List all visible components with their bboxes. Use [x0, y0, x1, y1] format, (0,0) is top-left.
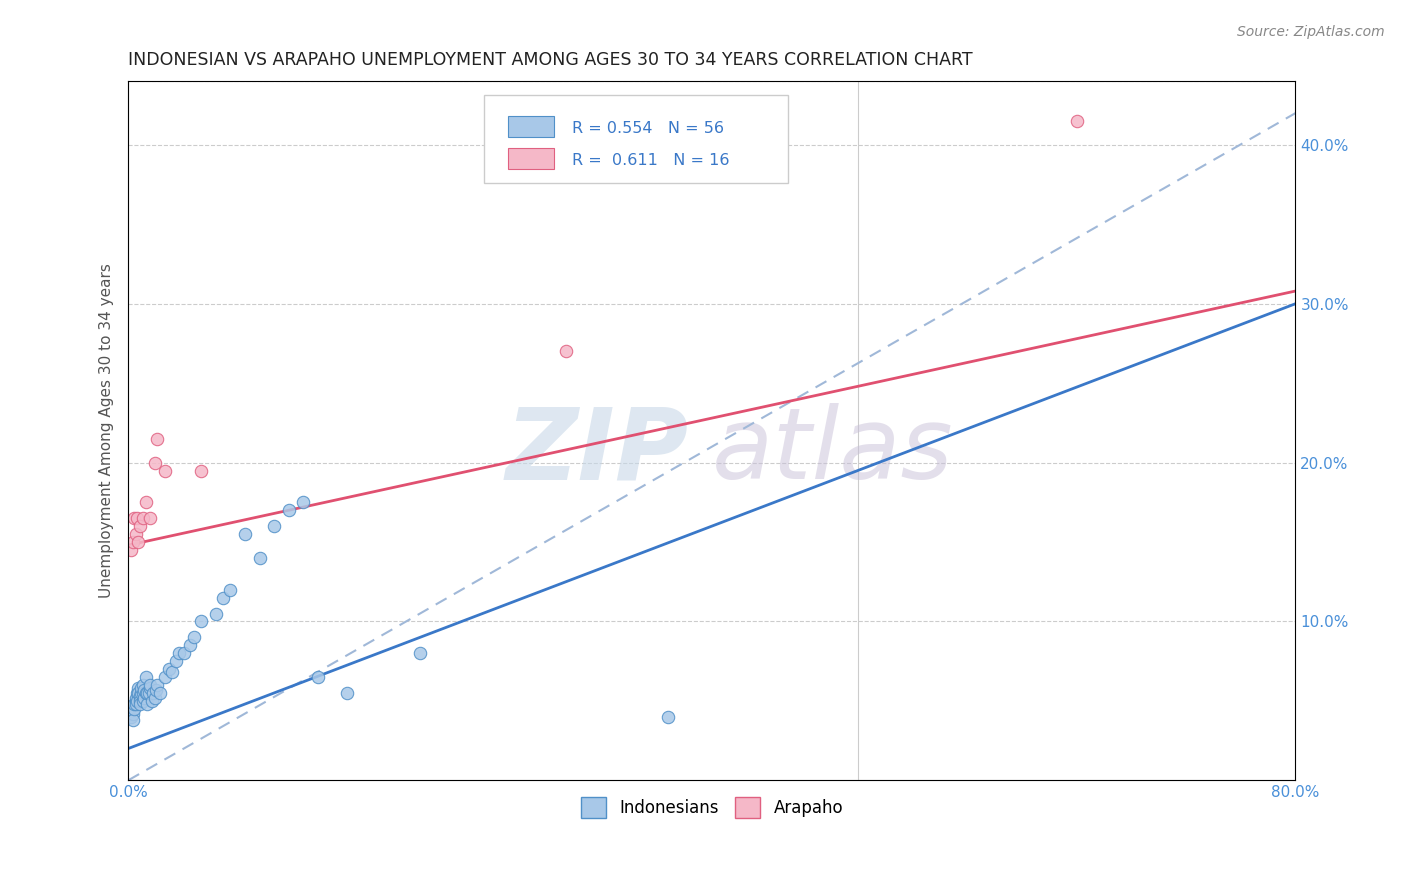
- Point: [131, 686, 153, 700]
- Point: [179, 638, 201, 652]
- Point: [132, 686, 155, 700]
- Text: INDONESIAN VS ARAPAHO UNEMPLOYMENT AMONG AGES 30 TO 34 YEARS CORRELATION CHART: INDONESIAN VS ARAPAHO UNEMPLOYMENT AMONG…: [128, 51, 973, 69]
- Point: [139, 681, 162, 695]
- Point: [212, 591, 235, 605]
- Point: [131, 681, 153, 695]
- Point: [145, 682, 167, 697]
- Point: [292, 495, 315, 509]
- Text: ZIP: ZIP: [506, 403, 689, 500]
- Point: [233, 527, 256, 541]
- Point: [190, 615, 212, 629]
- Point: [122, 697, 145, 711]
- Point: [122, 511, 145, 525]
- Point: [124, 527, 146, 541]
- Text: R = 0.554   N = 56: R = 0.554 N = 56: [572, 120, 724, 136]
- Point: [169, 646, 191, 660]
- FancyBboxPatch shape: [508, 148, 554, 169]
- Point: [124, 690, 146, 705]
- Point: [143, 690, 166, 705]
- Point: [129, 697, 152, 711]
- Point: [132, 678, 155, 692]
- Point: [121, 713, 143, 727]
- Point: [124, 697, 146, 711]
- Point: [143, 456, 166, 470]
- Point: [173, 646, 195, 660]
- Point: [134, 682, 156, 697]
- Point: [263, 519, 285, 533]
- Point: [146, 432, 169, 446]
- Legend: Indonesians, Arapaho: Indonesians, Arapaho: [574, 790, 849, 824]
- Point: [121, 535, 143, 549]
- Text: atlas: atlas: [711, 403, 953, 500]
- Point: [249, 550, 271, 565]
- Point: [125, 686, 148, 700]
- Point: [132, 511, 155, 525]
- Point: [146, 678, 169, 692]
- Point: [122, 702, 145, 716]
- Point: [141, 694, 163, 708]
- Point: [135, 495, 157, 509]
- Point: [153, 464, 176, 478]
- Point: [157, 662, 180, 676]
- Point: [153, 670, 176, 684]
- Y-axis label: Unemployment Among Ages 30 to 34 years: Unemployment Among Ages 30 to 34 years: [100, 263, 114, 599]
- Point: [165, 654, 187, 668]
- Point: [160, 665, 183, 680]
- Point: [336, 686, 359, 700]
- Point: [136, 686, 159, 700]
- Point: [138, 686, 160, 700]
- FancyBboxPatch shape: [484, 95, 787, 183]
- Point: [149, 686, 172, 700]
- Point: [127, 686, 149, 700]
- Point: [135, 686, 157, 700]
- Point: [134, 690, 156, 705]
- Point: [125, 694, 148, 708]
- FancyBboxPatch shape: [508, 116, 554, 137]
- Point: [190, 464, 212, 478]
- Point: [120, 543, 142, 558]
- Point: [127, 681, 149, 695]
- Point: [307, 670, 329, 684]
- Point: [129, 689, 152, 703]
- Point: [142, 686, 165, 700]
- Point: [129, 694, 152, 708]
- Point: [121, 706, 143, 721]
- Point: [409, 646, 432, 660]
- Point: [219, 582, 242, 597]
- Point: [132, 694, 155, 708]
- Point: [127, 535, 149, 549]
- Point: [124, 694, 146, 708]
- Point: [139, 511, 162, 525]
- Point: [135, 670, 157, 684]
- Point: [125, 511, 148, 525]
- Point: [204, 607, 226, 621]
- Point: [555, 344, 578, 359]
- Point: [183, 630, 205, 644]
- Point: [120, 710, 142, 724]
- Point: [277, 503, 299, 517]
- Point: [657, 710, 679, 724]
- Text: Source: ZipAtlas.com: Source: ZipAtlas.com: [1237, 25, 1385, 39]
- Point: [139, 678, 162, 692]
- Text: R =  0.611   N = 16: R = 0.611 N = 16: [572, 153, 730, 168]
- Point: [136, 697, 159, 711]
- Point: [129, 519, 152, 533]
- Point: [1066, 114, 1088, 128]
